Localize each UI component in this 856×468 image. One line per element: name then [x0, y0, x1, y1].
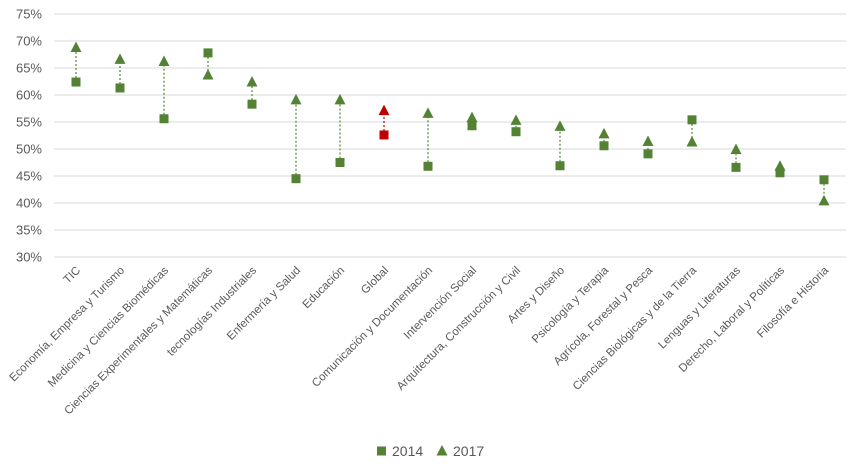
marker-2014 [555, 161, 565, 171]
marker-2014 [291, 174, 301, 184]
marker-2017 [70, 41, 82, 52]
marker-2014 [203, 48, 213, 58]
legend-label-2014: 2014 [392, 443, 423, 459]
marker-2017 [686, 135, 698, 147]
y-tick-label: 50% [16, 142, 42, 157]
x-category-label: Psicología y Terapia [530, 264, 612, 346]
y-tick-label: 45% [16, 169, 42, 184]
y-tick-label: 65% [16, 61, 42, 76]
legend-label-2017: 2017 [453, 443, 484, 459]
x-category-label: Lenguas y Literaturas [656, 264, 743, 351]
y-tick-label: 60% [16, 88, 42, 103]
x-category-label: TIC [62, 265, 84, 287]
marker-2014 [599, 141, 609, 151]
x-category-label: Global [359, 265, 391, 297]
marker-2014 [115, 83, 125, 93]
connectors [75, 47, 825, 201]
marker-2014 [159, 114, 169, 124]
marker-2014 [731, 162, 741, 172]
marker-2014 [335, 158, 345, 167]
y-tick-label: 40% [16, 196, 42, 211]
marker-2017 [598, 127, 610, 139]
marker-2014 [687, 115, 697, 125]
gridlines [54, 13, 846, 258]
marker-2017 [114, 53, 126, 64]
marker-2017 [290, 93, 302, 105]
marker-2014 [643, 149, 653, 159]
y-tick-label: 70% [16, 34, 42, 49]
marker-2017 [642, 135, 654, 146]
marker-2017 [818, 194, 830, 206]
marker-2017 [510, 114, 522, 125]
legend-marker-2014 [377, 446, 386, 456]
marker-2014 [379, 130, 389, 140]
marker-2017 [466, 111, 478, 123]
x-category-label: tecnologías Industriales [165, 264, 259, 358]
y-tick-label: 35% [16, 223, 42, 238]
y-tick-label: 75% [16, 7, 42, 22]
y-tick-label: 30% [16, 250, 42, 265]
marker-2017 [334, 93, 346, 105]
marker-2017 [158, 55, 170, 67]
marker-2017 [378, 104, 390, 116]
y-axis-tick-labels: 30% 35% 40% 45% 50% 55% 60% 65% 70% 75% [16, 7, 42, 265]
marker-2017 [554, 120, 566, 131]
legend: 2014 2017 [377, 443, 484, 459]
marker-2014 [467, 121, 477, 131]
marker-2014 [775, 168, 785, 178]
marker-2017 [246, 76, 258, 87]
data-markers [70, 41, 830, 206]
x-category-label: Enfermería y Salud [225, 265, 303, 343]
marker-2014 [511, 127, 521, 137]
marker-2014 [71, 77, 81, 87]
x-category-label: Intervención Social [402, 265, 479, 342]
marker-2017 [774, 160, 786, 171]
marker-2014 [423, 161, 433, 171]
marker-2014 [819, 175, 829, 185]
marker-2017 [730, 143, 742, 155]
marker-2017 [202, 69, 214, 80]
legend-marker-2017 [436, 445, 448, 456]
marker-2014 [247, 99, 257, 109]
marker-2017 [422, 107, 434, 118]
y-tick-label: 55% [16, 115, 42, 130]
x-category-label: Educación [301, 265, 347, 311]
